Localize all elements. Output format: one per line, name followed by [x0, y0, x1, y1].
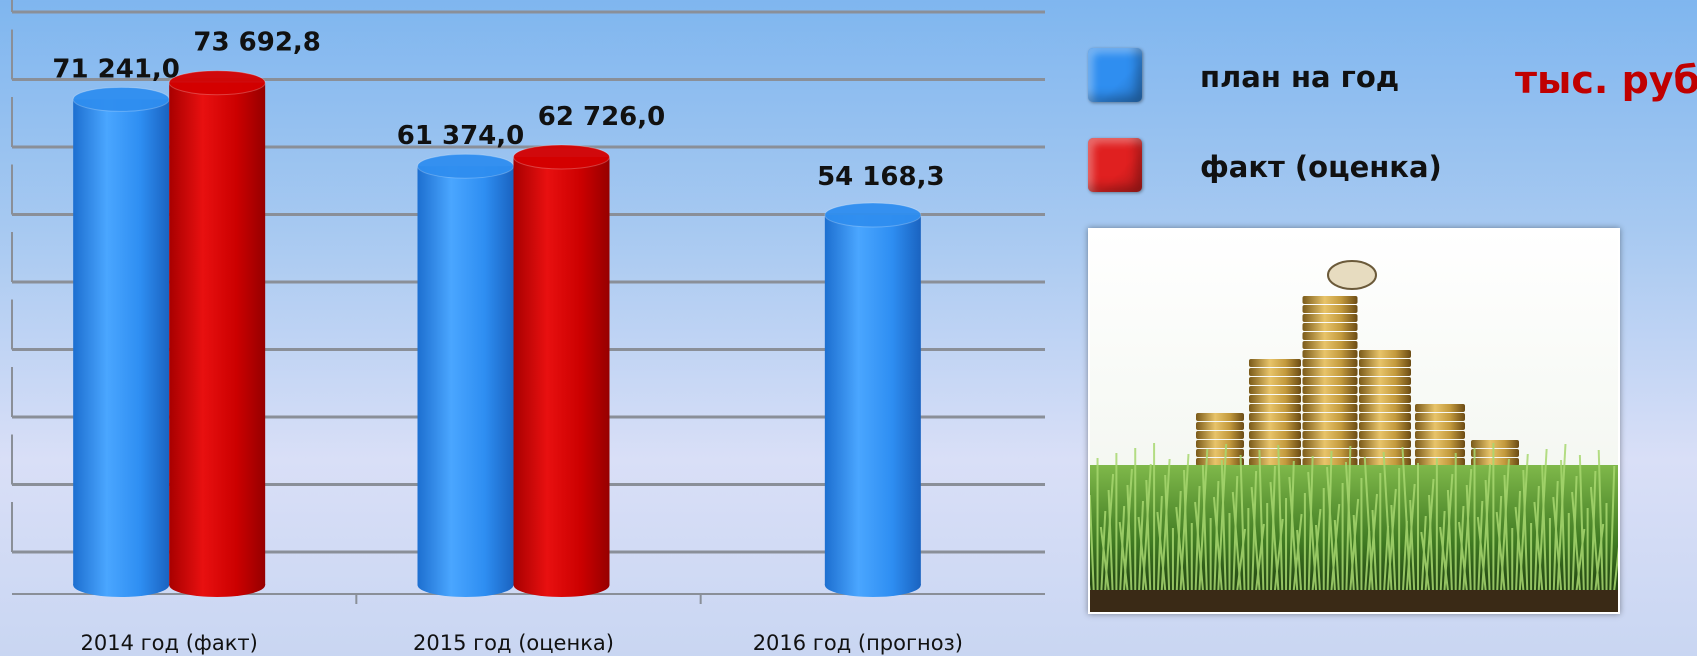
legend-swatch-plan: [1088, 48, 1142, 102]
bar: [417, 153, 514, 597]
legend-item-plan: план на год: [1088, 48, 1508, 108]
coins-on-grass-photo: [1088, 228, 1620, 614]
chart-data-labels: 71 241,0 73 692,8 61 374,0 62 726,0 54 168,3: [52, 28, 944, 192]
bar: [72, 86, 170, 597]
data-label: 62 726,0: [538, 102, 665, 132]
x-tick-label: 2016 год (прогноз): [753, 631, 963, 655]
data-label: 73 692,8: [193, 28, 320, 58]
data-label: 71 241,0: [52, 54, 179, 84]
data-label: 54 168,3: [817, 162, 944, 192]
x-tick-label: 2015 год (оценка): [413, 631, 614, 655]
units-label: тыс. руб.: [1515, 58, 1697, 102]
legend-label-fact: факт (оценка): [1200, 150, 1442, 184]
bar: [168, 70, 266, 597]
data-label: 61 374,0: [397, 121, 524, 151]
legend-item-fact: факт (оценка): [1088, 138, 1508, 198]
bar-chart: 71 241,0 73 692,8 61 374,0 62 726,0 54 168,3…: [11, 0, 1045, 655]
legend-label-plan: план на год: [1200, 60, 1400, 94]
bar: [513, 144, 610, 597]
chart-x-ticks: 2014 год (факт) 2015 год (оценка) 2016 год…: [81, 594, 963, 655]
chart-bars: [72, 70, 922, 597]
bar: [824, 202, 922, 597]
legend-swatch-fact: [1088, 138, 1142, 192]
x-tick-label: 2014 год (факт): [81, 631, 258, 655]
